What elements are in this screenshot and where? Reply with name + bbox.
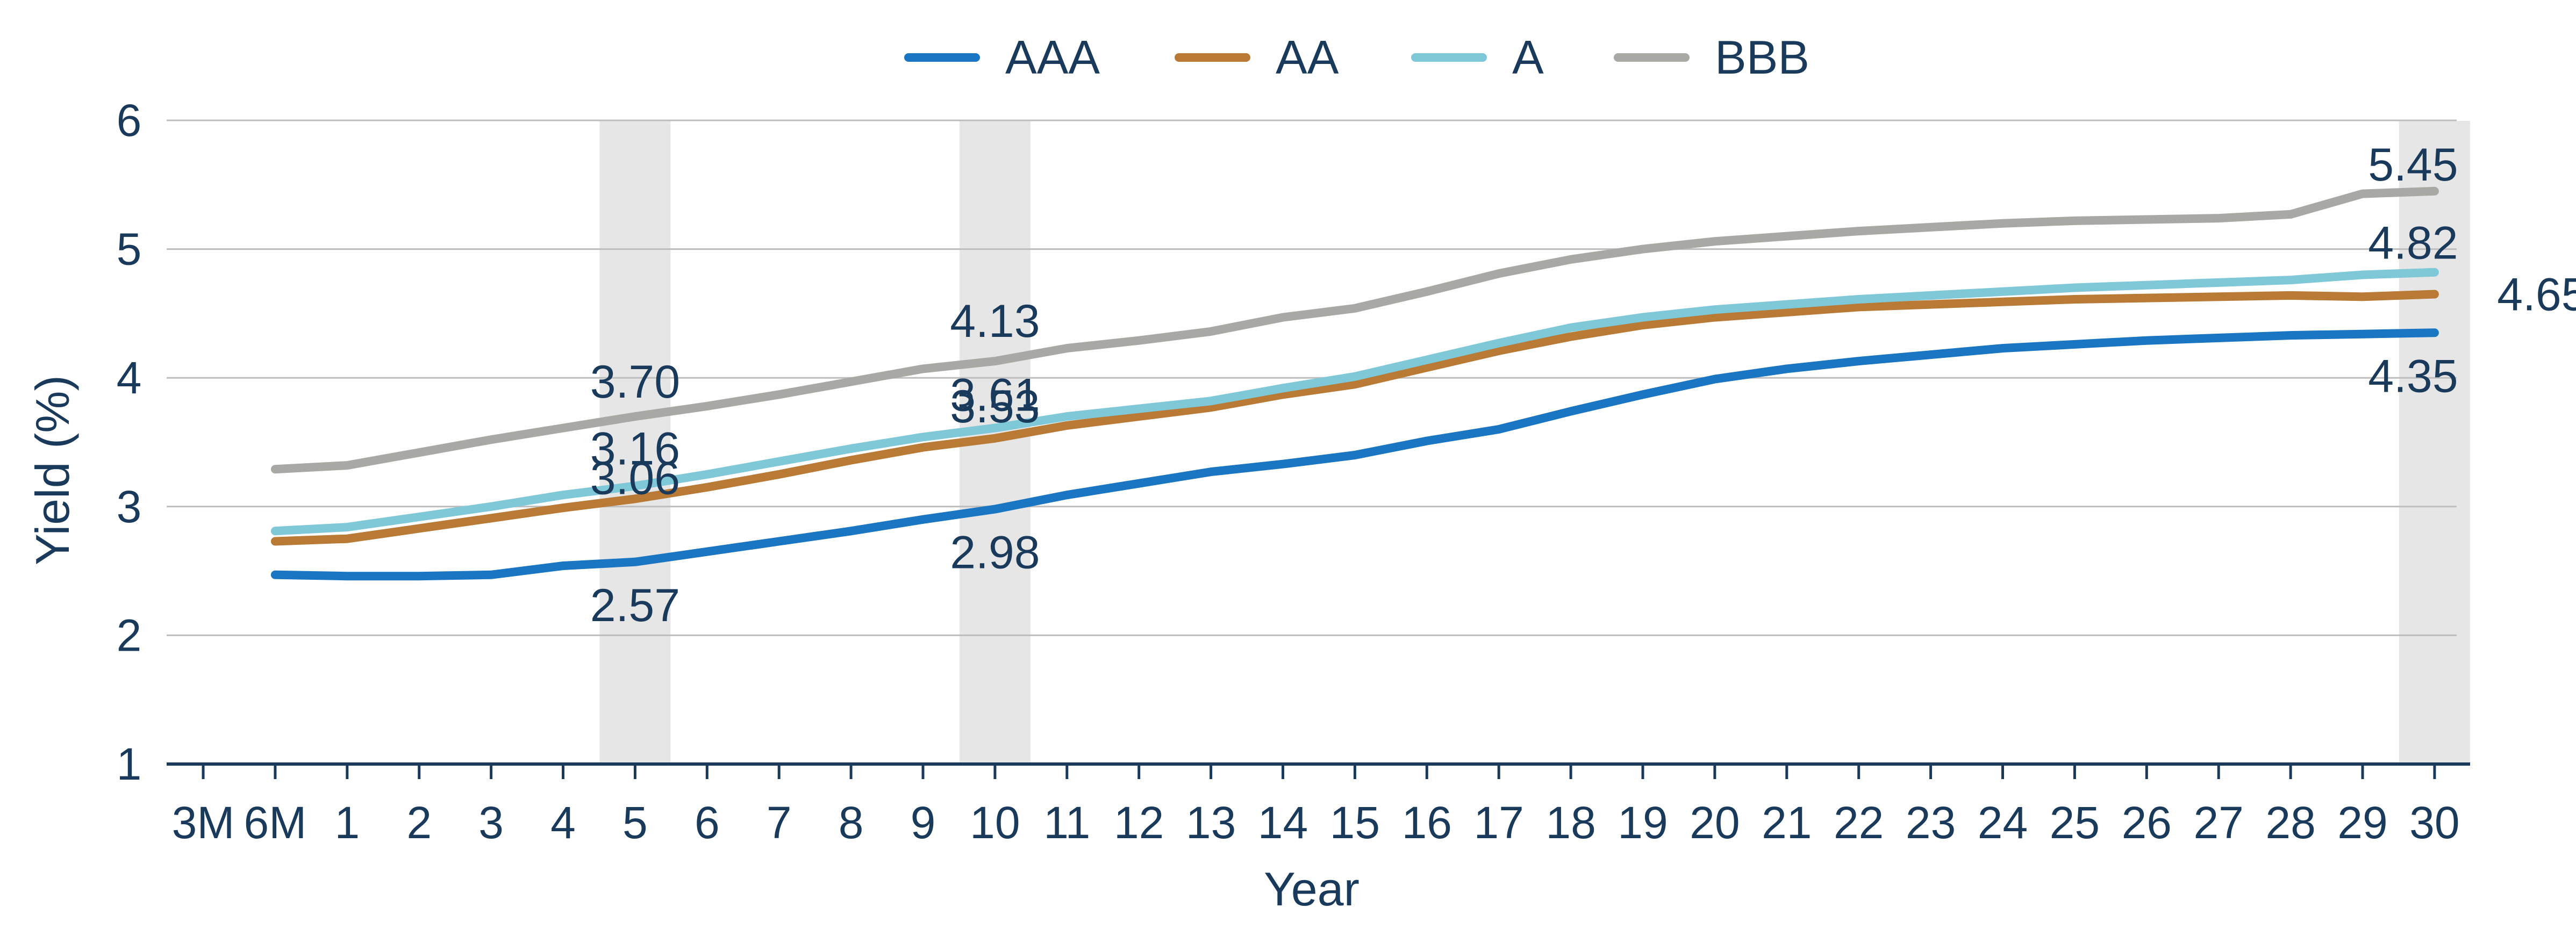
- highlight-band-30: [2399, 121, 2470, 764]
- y-tick-label-4: 4: [117, 352, 142, 403]
- data-label-aa-10: 3.53: [950, 381, 1040, 433]
- x-tick-label-27: 27: [2193, 797, 2243, 848]
- y-tick-label-3: 3: [117, 481, 142, 532]
- x-tick-label-14: 14: [1258, 797, 1308, 848]
- x-tick-label-30: 30: [2409, 797, 2459, 848]
- series-line-a: [270, 268, 2439, 536]
- data-label-bbb-30: 5.45: [2368, 139, 2458, 191]
- y-axis-title: Yield (%): [26, 375, 79, 565]
- legend-label-aaa: AAA: [1005, 31, 1100, 84]
- x-tick-label-17: 17: [1473, 797, 1523, 848]
- y-tick-label-1: 1: [117, 739, 142, 789]
- x-tick-label-5: 5: [622, 797, 648, 848]
- series-lines: [270, 186, 2439, 581]
- x-tick-label-21: 21: [1762, 797, 1812, 848]
- x-tick-label-22: 22: [1834, 797, 1884, 848]
- x-tick-label-2: 2: [406, 797, 432, 848]
- legend: AAA AA A BBB: [904, 31, 1809, 84]
- legend-label-a: A: [1512, 31, 1544, 84]
- x-tick-label-1: 1: [334, 797, 360, 848]
- x-tick-label-12: 12: [1114, 797, 1164, 848]
- x-tick-label-24: 24: [1978, 797, 2028, 848]
- x-tick-label-7: 7: [767, 797, 792, 848]
- data-label-bbb-10: 4.13: [950, 296, 1040, 347]
- data-label-aaa-10: 2.98: [950, 527, 1040, 579]
- y-tick-labels: 1 2 3 4 5 6: [117, 95, 142, 789]
- series-line-aaa: [270, 328, 2439, 581]
- x-tick-label-9: 9: [911, 797, 936, 848]
- x-tick-label-6m: 6M: [244, 797, 307, 848]
- x-tick-label-11: 11: [1043, 797, 1090, 848]
- x-tick-label-6: 6: [695, 797, 720, 848]
- data-label-aa-5: 3.06: [590, 452, 680, 504]
- x-tick-label-3m: 3M: [172, 797, 235, 848]
- data-labels: 3.70 3.163.06 2.57 4.13 3.613.53 2.98 5.45 4.82…: [590, 139, 2576, 631]
- x-tick-label-16: 16: [1402, 797, 1452, 848]
- gridlines: [167, 119, 2457, 636]
- data-label-aaa-5: 2.57: [590, 580, 680, 631]
- x-tick-label-8: 8: [839, 797, 864, 848]
- legend-label-aa: AA: [1276, 31, 1339, 84]
- x-tick-label-20: 20: [1690, 797, 1740, 848]
- x-tick-label-28: 28: [2265, 797, 2315, 848]
- series-line-aa: [270, 290, 2439, 546]
- x-tick-label-23: 23: [1906, 797, 1956, 848]
- data-label-a-30: 4.82: [2368, 218, 2458, 269]
- x-tick-labels: 3M 6M 1 2 3 4 5 6 7 8 9 10 11 12 13 14 15 16 17 18 19 20 21 22 2…: [172, 797, 2460, 848]
- x-tick-label-18: 18: [1545, 797, 1595, 848]
- data-label-aa-30: 4.65: [2497, 269, 2576, 320]
- y-tick-label-5: 5: [117, 224, 142, 275]
- x-tick-label-25: 25: [2050, 797, 2100, 848]
- x-tick-label-10: 10: [970, 797, 1020, 848]
- highlight-band-5: [599, 121, 671, 764]
- data-label-bbb-5: 3.70: [590, 356, 680, 408]
- x-tick-label-26: 26: [2122, 797, 2172, 848]
- data-label-a-5: 3.16: [590, 423, 680, 474]
- x-tick-label-15: 15: [1330, 797, 1380, 848]
- x-tick-label-29: 29: [2337, 797, 2387, 848]
- x-axis-title: Year: [1264, 862, 1359, 916]
- data-label-a-10: 3.61: [950, 370, 1040, 421]
- axes: [167, 762, 2470, 779]
- y-tick-label-2: 2: [117, 610, 142, 660]
- series-line-bbb: [270, 186, 2439, 474]
- x-tick-label-13: 13: [1186, 797, 1236, 848]
- legend-label-bbb: BBB: [1715, 31, 1809, 84]
- x-tick-label-19: 19: [1618, 797, 1668, 848]
- data-label-aaa-30: 4.35: [2368, 350, 2458, 402]
- y-tick-label-6: 6: [117, 95, 142, 146]
- x-tick-label-3: 3: [478, 797, 504, 848]
- x-tick-label-4: 4: [550, 797, 576, 848]
